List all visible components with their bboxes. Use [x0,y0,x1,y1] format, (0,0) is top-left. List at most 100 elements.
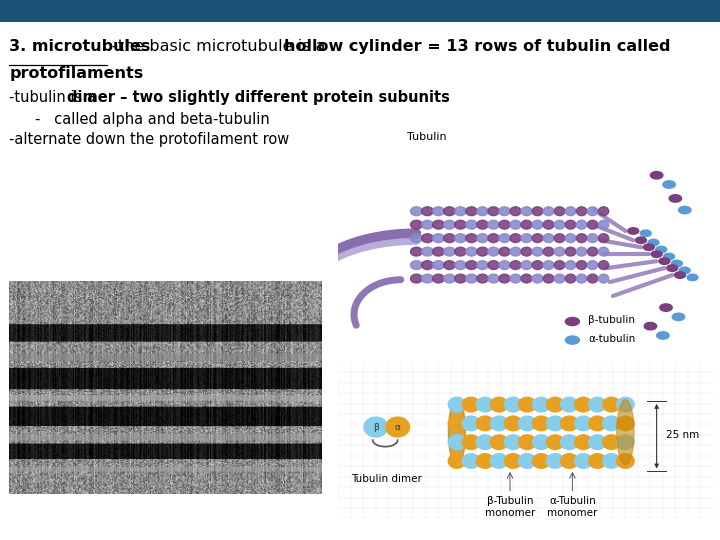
Circle shape [505,454,522,468]
Circle shape [477,435,494,449]
Ellipse shape [672,260,683,267]
Ellipse shape [510,234,521,242]
Circle shape [561,454,578,468]
Ellipse shape [554,247,565,256]
Ellipse shape [421,207,433,215]
Ellipse shape [410,247,423,256]
Text: β-Tubulin
monomer: β-Tubulin monomer [485,496,535,518]
Circle shape [589,435,606,449]
Ellipse shape [477,207,488,215]
Ellipse shape [488,207,499,215]
Circle shape [449,454,466,468]
Ellipse shape [477,247,488,256]
Ellipse shape [499,234,510,242]
Text: protofilaments: protofilaments [9,66,143,81]
Ellipse shape [554,207,565,215]
Ellipse shape [554,220,565,229]
Ellipse shape [433,234,444,242]
Ellipse shape [588,274,598,283]
Ellipse shape [576,247,587,256]
Circle shape [364,417,387,437]
Circle shape [603,397,620,412]
Ellipse shape [576,220,587,229]
Circle shape [449,435,466,449]
Circle shape [617,435,634,449]
Ellipse shape [543,261,554,269]
Ellipse shape [576,207,587,215]
Circle shape [575,397,592,412]
Ellipse shape [651,251,662,258]
Ellipse shape [532,220,543,229]
Ellipse shape [477,261,488,269]
Ellipse shape [588,247,598,256]
Ellipse shape [477,234,488,242]
Circle shape [533,435,550,449]
Circle shape [603,435,620,449]
Ellipse shape [499,274,510,283]
Ellipse shape [543,234,554,242]
Circle shape [589,397,606,412]
Ellipse shape [598,234,608,242]
Ellipse shape [667,265,678,272]
Ellipse shape [410,274,423,283]
Ellipse shape [543,220,554,229]
Ellipse shape [444,274,455,283]
Ellipse shape [444,220,455,229]
Ellipse shape [521,247,532,256]
Ellipse shape [433,247,444,256]
Ellipse shape [565,336,580,344]
Ellipse shape [488,274,499,283]
Ellipse shape [532,207,543,215]
Circle shape [575,454,592,468]
Ellipse shape [410,261,423,269]
Circle shape [449,416,466,431]
Ellipse shape [664,253,675,260]
Ellipse shape [669,195,682,202]
Circle shape [617,397,634,412]
Ellipse shape [554,234,565,242]
Ellipse shape [565,318,580,326]
Circle shape [477,397,494,412]
Circle shape [505,435,522,449]
Circle shape [490,416,508,431]
Ellipse shape [675,272,685,278]
Circle shape [462,397,480,412]
Ellipse shape [499,207,510,215]
Ellipse shape [410,234,423,242]
Circle shape [518,454,536,468]
Circle shape [575,435,592,449]
Ellipse shape [466,207,477,215]
Ellipse shape [466,274,477,283]
Circle shape [477,416,494,431]
Ellipse shape [532,234,543,242]
Circle shape [561,416,578,431]
Text: -   called alpha and beta-tubulin: - called alpha and beta-tubulin [35,112,269,127]
Bar [0,0,720,22]
Ellipse shape [588,220,598,229]
Ellipse shape [510,220,521,229]
Text: Tubulin dimer: Tubulin dimer [351,474,422,484]
Ellipse shape [410,220,423,229]
Ellipse shape [521,274,532,283]
Ellipse shape [636,237,647,244]
Ellipse shape [444,207,455,215]
Ellipse shape [521,207,532,215]
Circle shape [589,454,606,468]
Ellipse shape [554,274,565,283]
Circle shape [505,416,522,431]
Ellipse shape [678,206,691,214]
Ellipse shape [510,261,521,269]
Ellipse shape [455,220,466,229]
Ellipse shape [617,400,634,465]
Ellipse shape [455,274,466,283]
Ellipse shape [466,261,477,269]
Ellipse shape [663,181,675,188]
Circle shape [462,435,480,449]
Circle shape [490,454,508,468]
Ellipse shape [543,207,554,215]
Ellipse shape [521,220,532,229]
Ellipse shape [444,247,455,256]
Ellipse shape [576,261,587,269]
Circle shape [518,435,536,449]
Ellipse shape [565,274,576,283]
